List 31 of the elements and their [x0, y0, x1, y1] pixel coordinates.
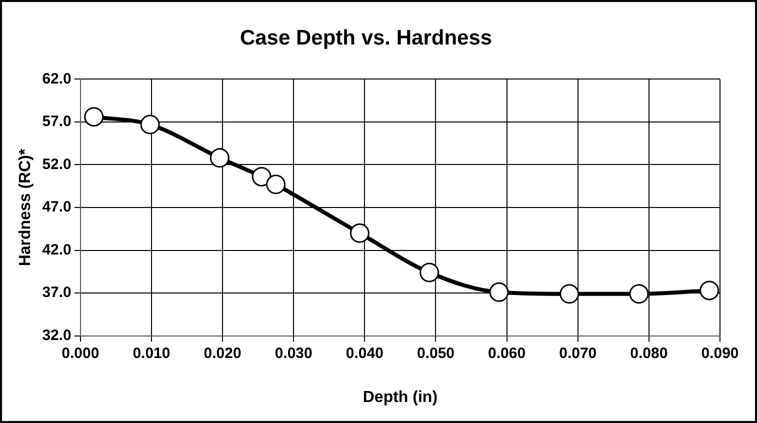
point [700, 280, 720, 300]
point [252, 166, 272, 186]
y-tick-label: 47.0 [42, 198, 72, 216]
chart-title: Case Depth vs. Hardness [240, 26, 492, 50]
point [84, 107, 104, 127]
y-tick-label: 62.0 [42, 70, 72, 88]
x-tick-label: 0.060 [488, 344, 526, 362]
point [629, 284, 649, 304]
point [140, 114, 160, 134]
x-tick-label: 0.030 [274, 344, 312, 362]
x-axis-title: Depth (in) [362, 388, 438, 406]
x-tick-label: 0.010 [132, 344, 170, 362]
point [560, 284, 580, 304]
x-tick-label: 0.090 [701, 344, 739, 362]
point [420, 262, 440, 282]
x-tick-label: 0.070 [559, 344, 597, 362]
x-tick-label: 0.000 [62, 344, 100, 362]
y-tick-label: 57.0 [42, 113, 72, 130]
x-tick-label: 0.050 [416, 344, 455, 362]
y-axis-title: Hardness (RC)* [17, 148, 34, 266]
y-tick-label: 32.0 [42, 326, 72, 344]
point [266, 174, 286, 194]
x-tick-label: 0.080 [630, 344, 668, 362]
point [489, 282, 509, 302]
y-tick-label: 37.0 [42, 284, 72, 302]
point [210, 148, 230, 168]
y-tick-label: 42.0 [42, 241, 72, 258]
x-tick-label: 0.020 [204, 344, 242, 362]
x-tick-label: 0.040 [346, 344, 384, 362]
point [350, 223, 370, 243]
y-tick-label: 52.0 [42, 156, 72, 173]
